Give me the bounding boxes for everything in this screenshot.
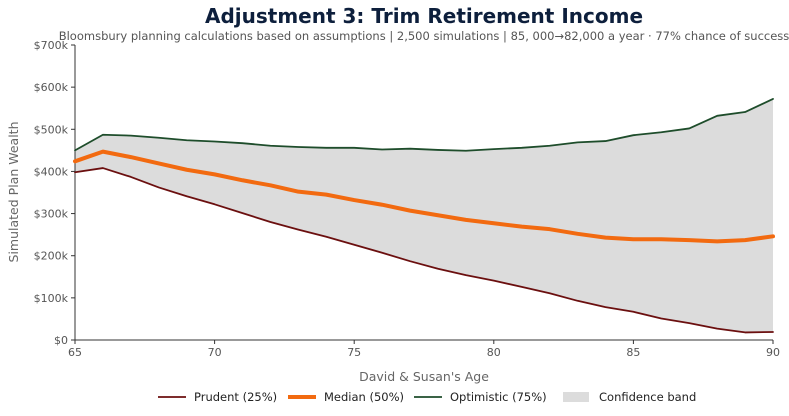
y-tick-label: $200k: [34, 250, 69, 263]
y-tick-label: $500k: [34, 123, 69, 136]
y-tick-label: $0: [54, 334, 68, 347]
confidence-band-area: [75, 98, 773, 333]
y-tick-label: $300k: [34, 208, 69, 221]
confidence-band-layer: [75, 98, 773, 333]
legend-label-confidence-band: Confidence band: [599, 390, 696, 404]
x-axis-label: David & Susan's Age: [359, 369, 489, 384]
legend-label-optimistic-75: Optimistic (75%): [450, 390, 547, 404]
y-axis-label: Simulated Plan Wealth: [6, 122, 21, 263]
y-tick-label: $700k: [34, 39, 69, 52]
y-tick-label: $400k: [34, 165, 69, 178]
legend-swatch-confidence-band: [563, 392, 589, 402]
series-line-median-50: [73, 149, 775, 244]
chart-title: Adjustment 3: Trim Retirement Income: [205, 4, 643, 28]
x-tick-label: 80: [487, 346, 501, 359]
x-tick-label: 70: [208, 346, 222, 359]
x-tick-label: 75: [347, 346, 361, 359]
legend-label-prudent-25: Prudent (25%): [194, 390, 277, 404]
ticks-layer: 65 70 75 80 85 90 $0 $100k $200k $300k $400k $500k $…: [34, 39, 780, 359]
legend-label-median-50: Median (50%): [324, 390, 404, 404]
series-line-optimistic-75: [74, 98, 774, 152]
y-tick-label: $100k: [34, 292, 69, 305]
x-tick-label: 90: [766, 346, 780, 359]
y-tick-label: $600k: [34, 81, 69, 94]
series-line-prudent-25: [74, 167, 774, 334]
chart-subtitle: Bloomsbury planning calculations based o…: [59, 29, 789, 43]
series-layer: [73, 98, 775, 334]
x-tick-label: 85: [626, 346, 640, 359]
axes-layer: [74, 45, 773, 341]
legend: Prudent (25%) Median (50%) Optimistic (75%…: [158, 390, 696, 404]
x-tick-label: 65: [68, 346, 82, 359]
